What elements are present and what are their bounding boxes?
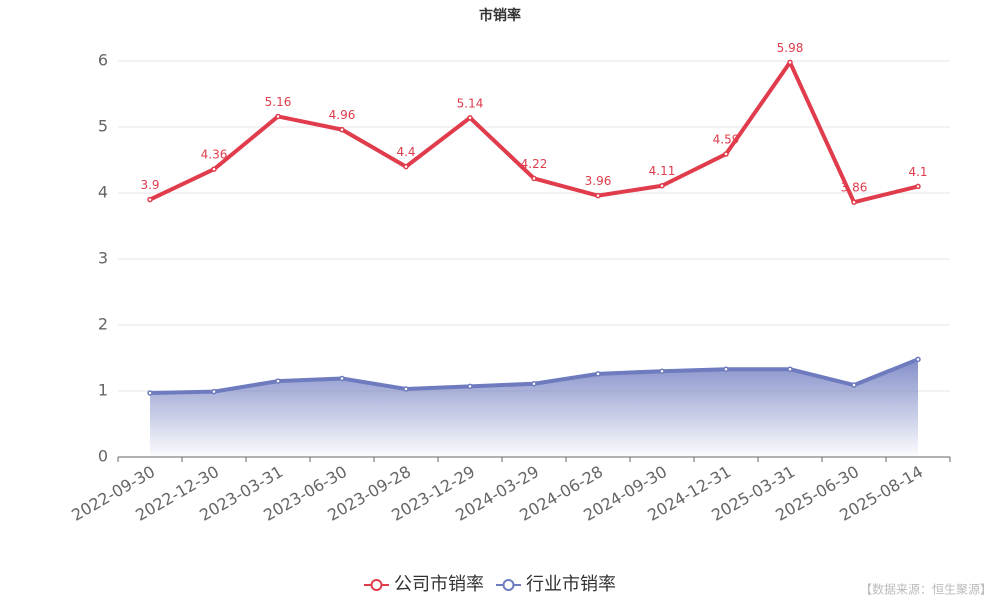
- data-label: 5.16: [265, 95, 292, 109]
- data-label: 4.4: [396, 145, 415, 159]
- source-note: 【数据来源：恒生聚源】: [860, 582, 992, 597]
- point: [915, 183, 921, 190]
- point: [787, 366, 793, 372]
- point: [275, 113, 281, 120]
- legend-label: 行业市销率: [526, 574, 616, 595]
- point: [723, 151, 729, 157]
- point: [467, 115, 473, 121]
- data-label: 4.36: [201, 148, 228, 162]
- data-label: 5.14: [457, 96, 484, 110]
- legend-label: 公司市销率: [394, 574, 484, 595]
- y-tick-label: 1: [98, 381, 108, 400]
- data-label: 4.22: [521, 157, 548, 171]
- chart-title: 市销率: [479, 7, 521, 24]
- data-label: 5.98: [777, 41, 804, 55]
- point: [531, 380, 537, 387]
- point: [851, 199, 857, 205]
- point: [851, 382, 857, 388]
- point: [467, 383, 473, 390]
- data-label: 3.86: [841, 181, 868, 195]
- point: [659, 182, 665, 189]
- y-tick-label: 6: [98, 51, 108, 70]
- data-label: 3.96: [585, 174, 612, 188]
- point: [403, 163, 409, 170]
- point: [531, 175, 537, 182]
- line: [149, 60, 919, 205]
- data-label: 4.1: [908, 165, 927, 179]
- y-tick-label: 3: [98, 249, 108, 268]
- point: [339, 375, 345, 382]
- point: [403, 386, 409, 392]
- y-tick-label: 2: [98, 315, 108, 334]
- point: [595, 192, 601, 199]
- point: [659, 368, 665, 374]
- point: [723, 366, 729, 372]
- area: [150, 359, 918, 457]
- point: [915, 356, 921, 363]
- y-tick-label: 0: [98, 447, 108, 466]
- data-label: 4.11: [649, 164, 676, 178]
- point: [595, 371, 601, 377]
- data-label: 4.59: [713, 133, 740, 147]
- point: [275, 378, 281, 384]
- point: [211, 388, 217, 395]
- legend-marker: [502, 579, 515, 591]
- y-tick-label: 5: [98, 117, 108, 136]
- y-tick-label: 4: [98, 183, 108, 202]
- point: [339, 126, 345, 133]
- point: [787, 59, 793, 66]
- data-label: 3.9: [140, 178, 159, 192]
- point: [147, 390, 153, 396]
- point: [211, 166, 217, 172]
- point: [147, 196, 153, 203]
- legend-marker: [370, 579, 383, 591]
- data-label: 4.96: [329, 108, 356, 122]
